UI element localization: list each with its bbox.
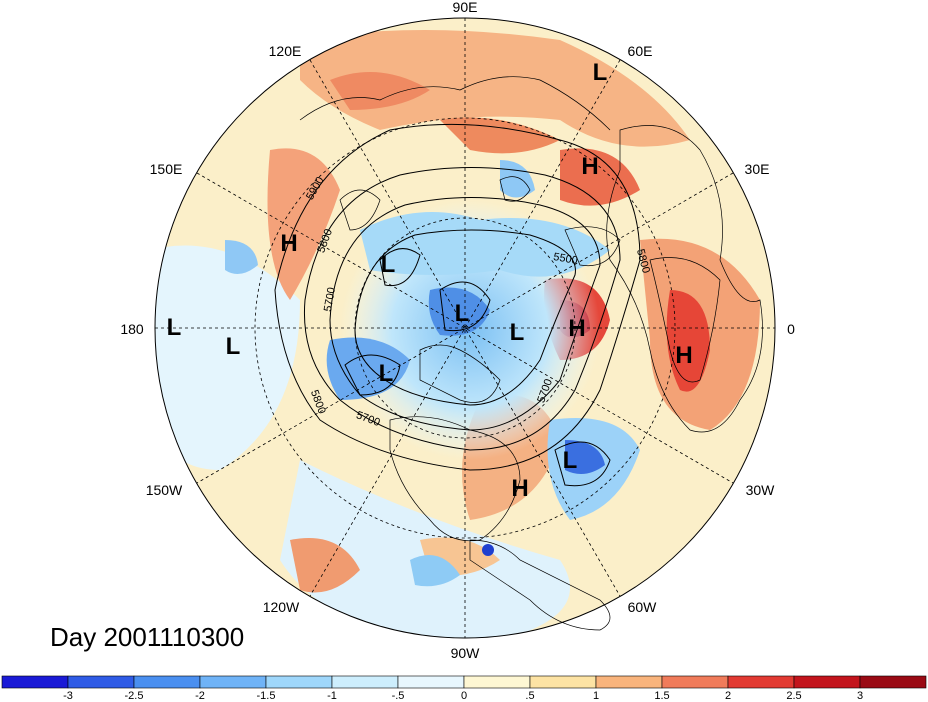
colorbar-tick-label: -1: [327, 690, 337, 702]
high-marker: H: [511, 475, 528, 502]
colorbar-tick-label: 2.5: [786, 690, 801, 702]
low-marker: L: [167, 314, 182, 341]
low-marker: L: [226, 333, 241, 360]
colorbar-swatch: [133, 675, 201, 689]
colorbar-swatch: [199, 675, 267, 689]
contour-label: 5700: [322, 286, 338, 312]
lon-label-90w: 90W: [451, 645, 481, 661]
low-marker: L: [593, 59, 608, 86]
colorbar-tick-label: -2: [195, 690, 205, 702]
colorbar-tick-label: 0: [461, 690, 467, 702]
colorbar-swatch: [859, 675, 927, 689]
colorbar-tick-label: -.5: [392, 690, 405, 702]
lon-label-60e: 60E: [628, 43, 653, 59]
colorbar-tick-label: -1.5: [257, 690, 276, 702]
lon-label-30e: 30E: [745, 161, 770, 177]
colorbar-tick-label: -3: [63, 690, 73, 702]
colorbar-swatch: [529, 675, 597, 689]
graticule: [155, 18, 775, 638]
colorbar-swatch: [1, 675, 69, 689]
high-marker: H: [581, 153, 598, 180]
low-marker: L: [510, 319, 525, 346]
colorbar: [1, 675, 927, 689]
low-marker: L: [455, 300, 470, 327]
colorbar-swatch: [331, 675, 399, 689]
pressure-center-markers: L H H L L L L H L H L H L: [167, 59, 693, 502]
lon-label-150e: 150E: [150, 161, 183, 177]
low-marker: L: [379, 360, 394, 387]
lon-label-180: 180: [120, 321, 144, 337]
high-marker: H: [280, 230, 297, 257]
colorbar-swatch: [67, 675, 135, 689]
colorbar-tick-label: 1.5: [654, 690, 669, 702]
colorbar-tick-label: 3: [857, 690, 863, 702]
colorbar-swatch: [595, 675, 663, 689]
coastlines: [299, 76, 763, 631]
colorbar-swatch: [463, 675, 531, 689]
lon-label-120w: 120W: [263, 599, 300, 615]
low-marker: L: [563, 447, 578, 474]
colorbar-swatch: [727, 675, 795, 689]
colorbar-tick-label: -2.5: [125, 690, 144, 702]
contour-label: 5500: [552, 251, 578, 267]
high-marker: H: [675, 342, 692, 369]
colorbar-tick-label: 1: [593, 690, 599, 702]
colorbar-tick-labels: -3 -2.5 -2 -1.5 -1 -.5 0 .5 1 1.5 2 2.5 3: [63, 690, 863, 702]
lon-label-120e: 120E: [269, 43, 302, 59]
colorbar-swatch: [397, 675, 465, 689]
lon-label-30w: 30W: [746, 482, 776, 498]
low-marker: L: [381, 251, 396, 278]
lon-label-0: 0: [787, 321, 795, 337]
longitude-labels: 90E 60E 120E 30E 150E 0 180 30W 150W 60W…: [120, 0, 795, 661]
colorbar-tick-label: .5: [525, 690, 534, 702]
lon-label-150w: 150W: [146, 482, 183, 498]
day-label: Day 2001110300: [50, 622, 244, 652]
height-contours: [274, 123, 641, 487]
colorbar-swatch: [661, 675, 729, 689]
colorbar-swatch: [265, 675, 333, 689]
lon-label-90e: 90E: [453, 0, 478, 15]
colorbar-swatch: [793, 675, 861, 689]
lon-label-60w: 60W: [628, 599, 658, 615]
colorbar-tick-label: 2: [725, 690, 731, 702]
high-marker: H: [568, 315, 585, 342]
